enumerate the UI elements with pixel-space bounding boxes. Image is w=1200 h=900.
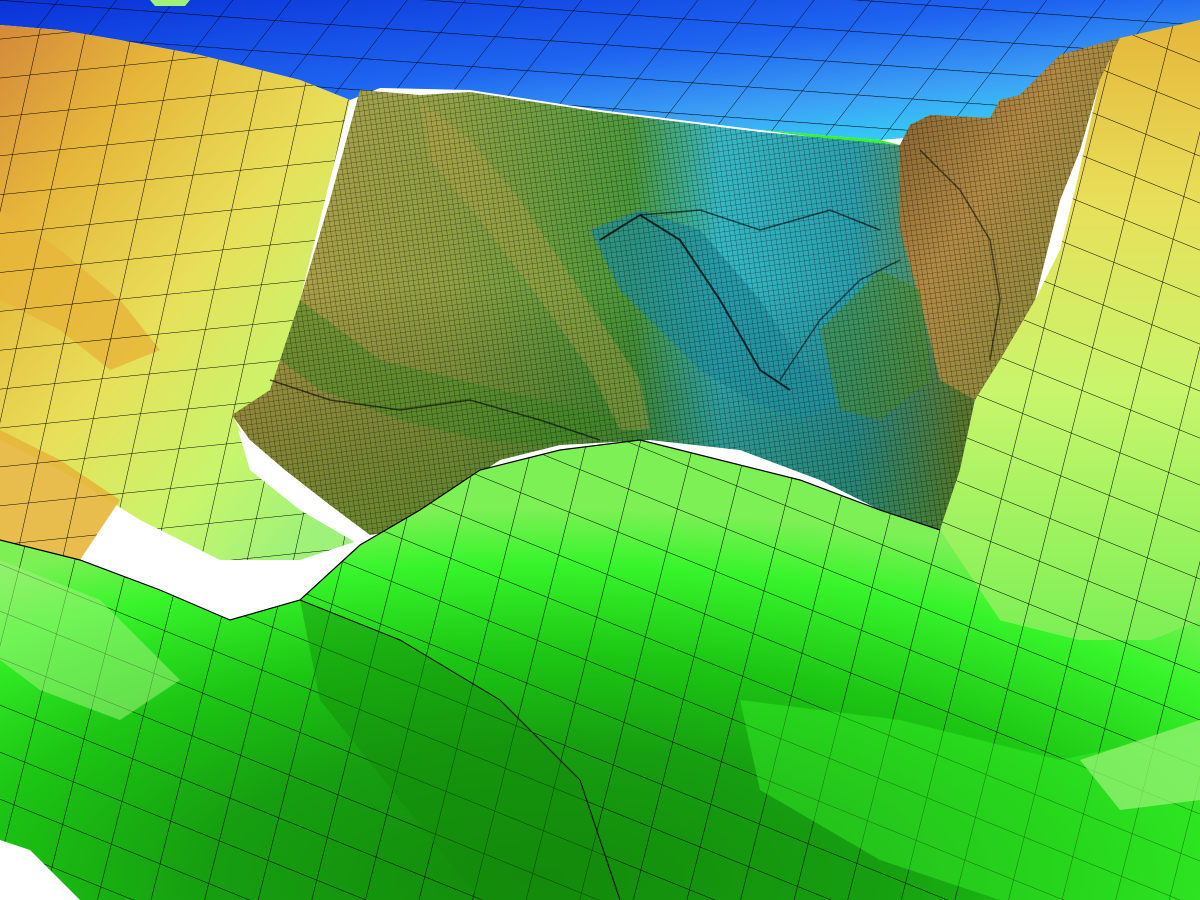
blue-plateau-mesh	[0, 0, 1200, 145]
right-slope-mesh	[940, 20, 1200, 640]
central-valley-fine-mesh	[232, 38, 1120, 535]
foreground-hill-mesh	[0, 439, 1200, 900]
left-ridge-mesh	[0, 25, 360, 560]
